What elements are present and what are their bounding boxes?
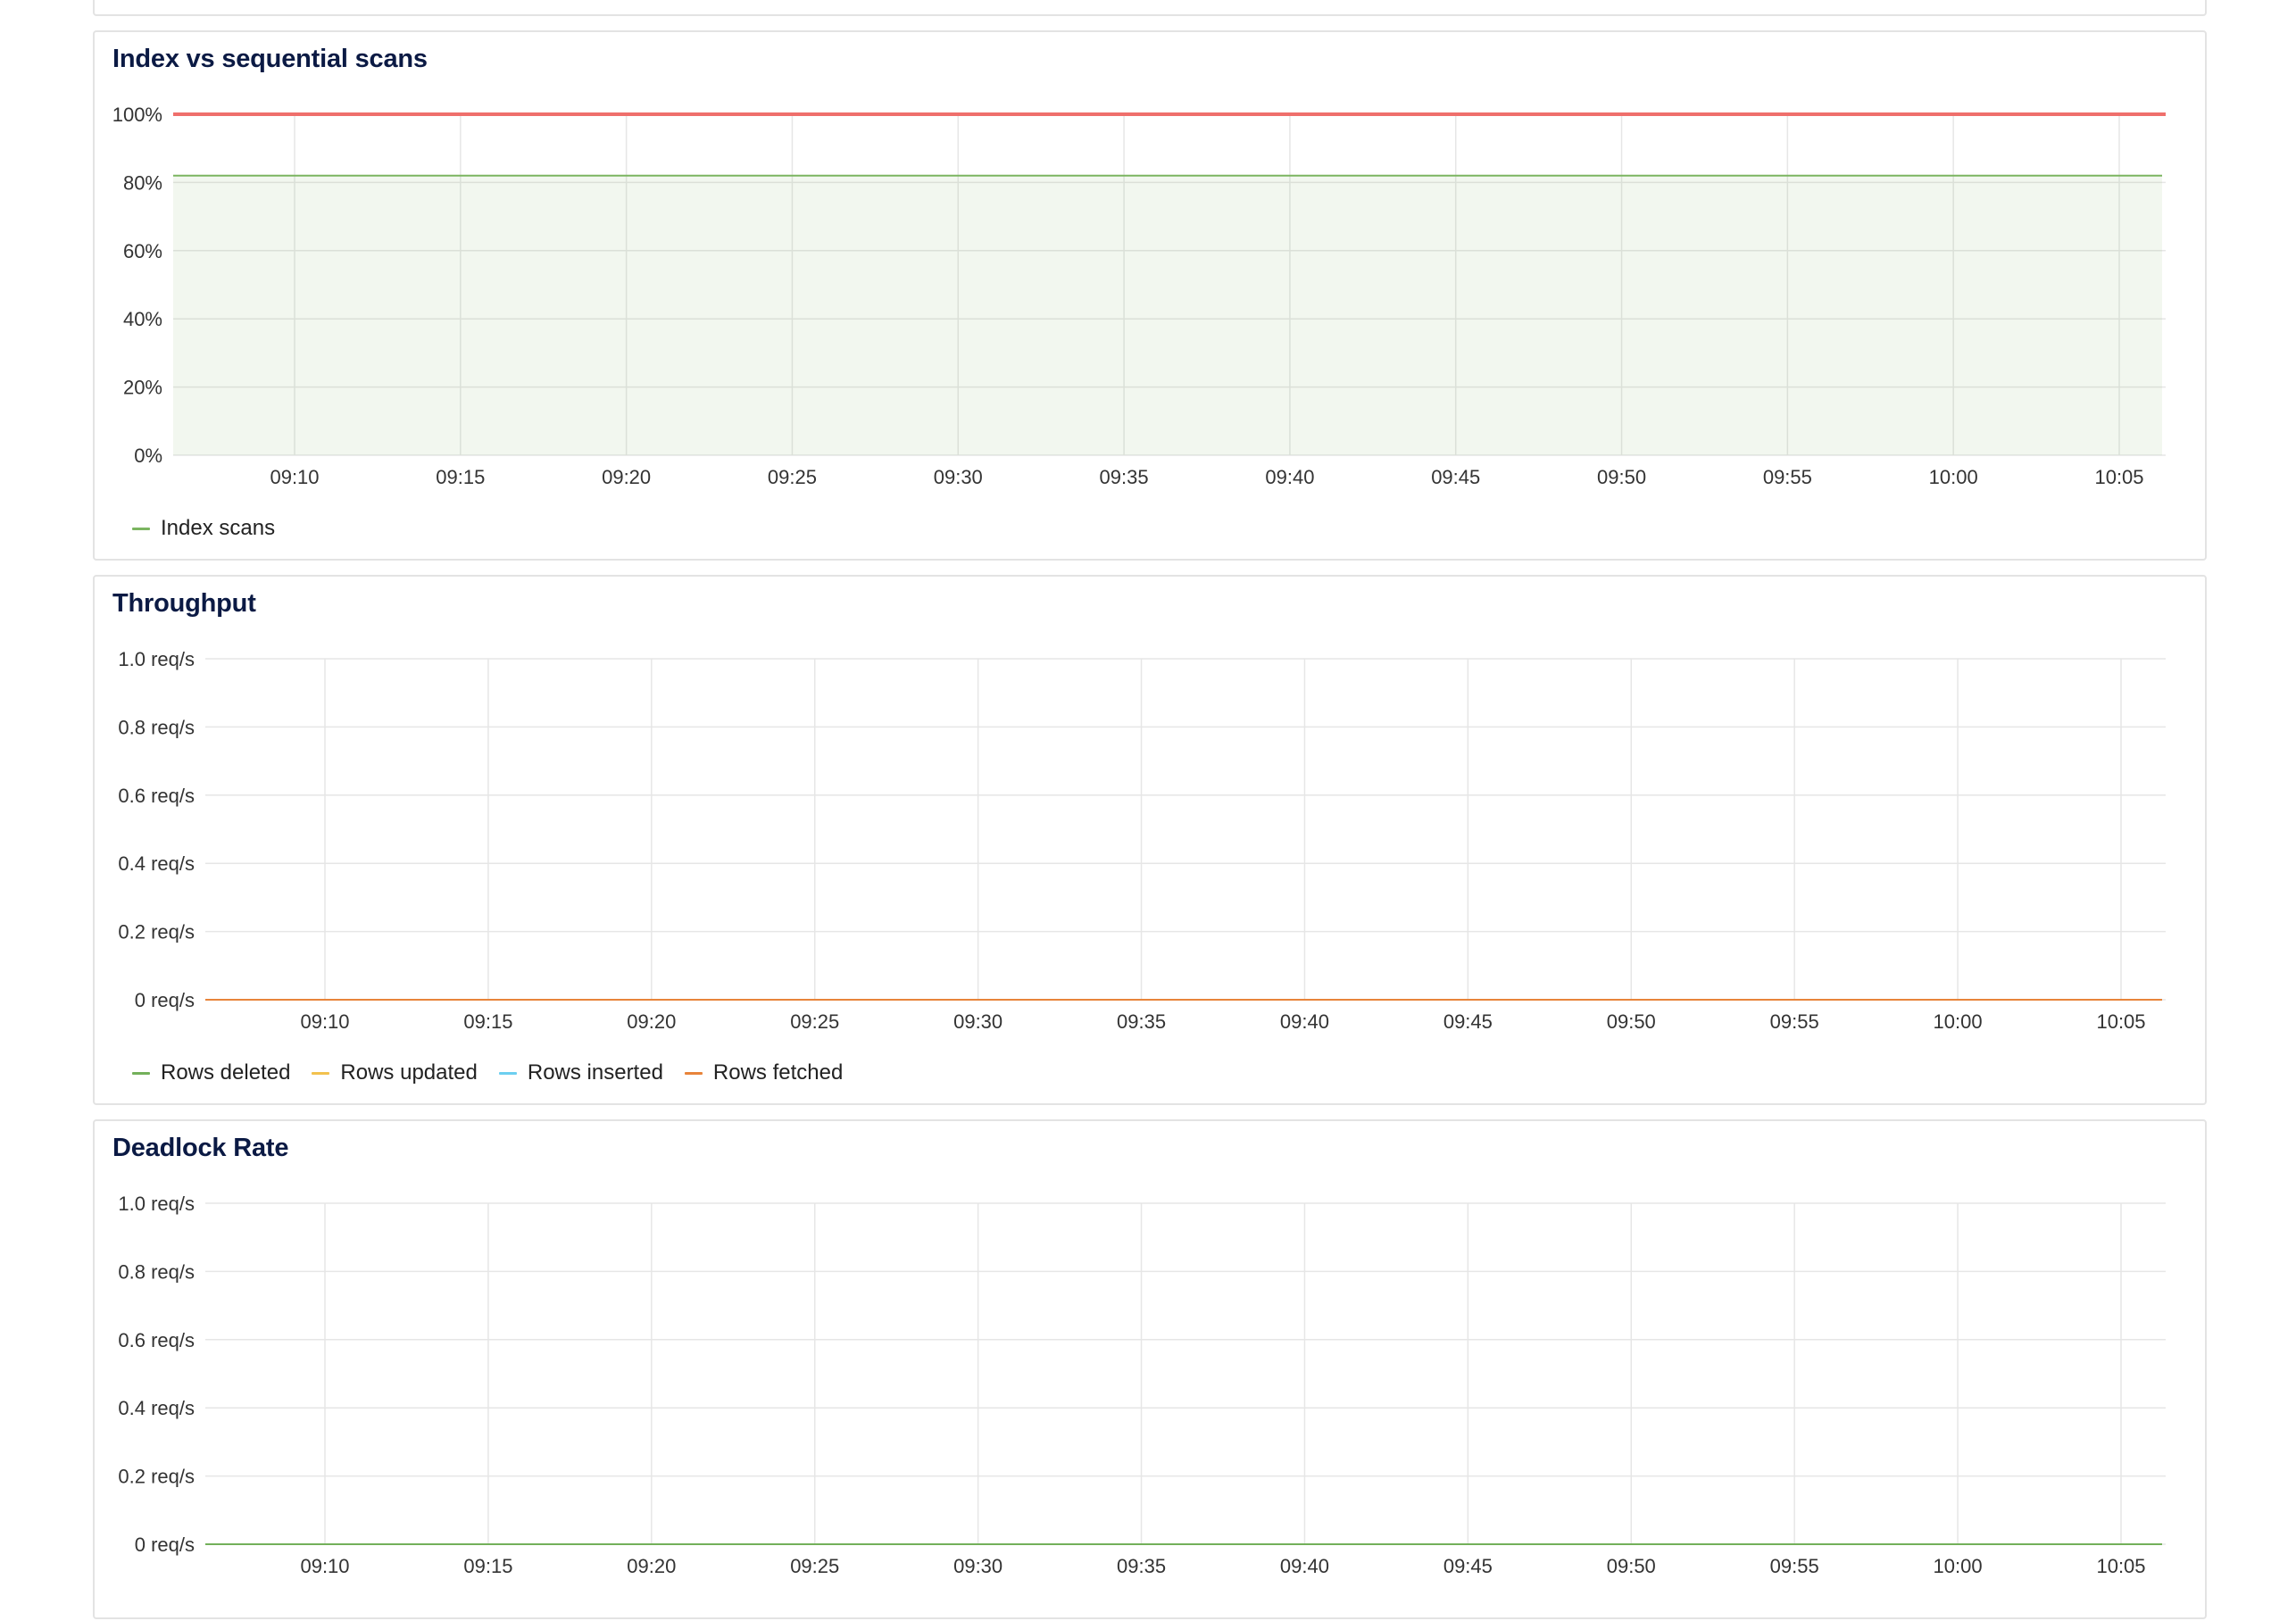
index-scans-chart: 0% 20% 40% 60% 80% 100% 09:10 09:15 09:20 09:25 09… <box>112 104 2166 488</box>
y-tick-label: 1.0 req/s <box>118 1193 195 1215</box>
x-tick-label: 10:05 <box>2096 1010 2145 1033</box>
legend-label: Rows updated <box>340 1060 478 1085</box>
x-tick-label: 09:50 <box>1607 1555 1656 1577</box>
x-tick-label: 09:15 <box>463 1010 512 1033</box>
x-tick-label: 09:25 <box>790 1555 839 1577</box>
x-tick-label: 09:50 <box>1607 1010 1656 1033</box>
deadlock-rate-chart: 0 req/s 0.2 req/s 0.4 req/s 0.6 req/s 0.8 re… <box>118 1193 2166 1577</box>
x-tick-label: 09:45 <box>1443 1555 1493 1577</box>
legend-item-rows-deleted[interactable]: Rows deleted <box>132 1060 290 1085</box>
y-tick-label: 0.4 req/s <box>118 1397 195 1419</box>
series-area <box>173 175 2162 455</box>
legend-label: Index scans <box>161 516 276 540</box>
x-tick-label: 09:35 <box>1117 1010 1166 1033</box>
x-tick-label: 09:40 <box>1280 1555 1329 1577</box>
x-tick-label: 09:30 <box>934 466 983 488</box>
x-tick-label: 09:20 <box>627 1010 676 1033</box>
legend-item-rows-fetched[interactable]: Rows fetched <box>684 1060 844 1085</box>
x-tick-label: 09:40 <box>1280 1010 1329 1033</box>
x-tick-label: 09:25 <box>768 466 817 488</box>
x-tick-label: 09:25 <box>790 1010 839 1033</box>
throughput-chart: 0 req/s 0.2 req/s 0.4 req/s 0.6 req/s 0.8 re… <box>118 648 2166 1033</box>
y-tick-label: 0.8 req/s <box>118 716 195 738</box>
index-vs-sequential-scans-panel: Index vs sequential scans 0% 20% 40% 60% 80%… <box>93 30 2207 561</box>
previous-panel <box>93 0 2207 16</box>
legend-item-index-scans[interactable]: Index scans <box>132 516 275 541</box>
x-tick-label: 09:45 <box>1443 1010 1493 1033</box>
chart-legend: Index scans <box>132 516 296 541</box>
y-tick-label: 0.6 req/s <box>118 785 195 807</box>
throughput-panel: Throughput 0 req/s 0.2 req/s 0.4 req/s 0.6 … <box>93 575 2207 1105</box>
legend-swatch <box>684 1071 703 1075</box>
x-tick-label: 09:50 <box>1597 466 1646 488</box>
legend-swatch <box>498 1071 517 1075</box>
y-tick-label: 60% <box>123 240 162 262</box>
x-tick-label: 09:10 <box>300 1555 349 1577</box>
y-tick-label: 0% <box>134 445 162 467</box>
x-tick-label: 09:40 <box>1265 466 1314 488</box>
y-tick-label: 20% <box>123 377 162 399</box>
y-tick-label: 0.4 req/s <box>118 852 195 875</box>
y-tick-label: 0 req/s <box>135 1534 195 1556</box>
chart-legend: Rows deleted Rows updated Rows inserted … <box>132 1060 864 1085</box>
legend-swatch <box>312 1071 330 1075</box>
y-tick-label: 1.0 req/s <box>118 648 195 670</box>
y-tick-label: 0 req/s <box>135 989 195 1011</box>
legend-swatch <box>132 1071 150 1075</box>
x-tick-label: 09:10 <box>300 1010 349 1033</box>
x-tick-label: 10:05 <box>2096 1555 2145 1577</box>
legend-label: Rows fetched <box>712 1060 844 1085</box>
x-tick-label: 09:30 <box>953 1010 1002 1033</box>
y-tick-label: 0.6 req/s <box>118 1329 195 1351</box>
legend-swatch <box>132 527 150 530</box>
x-tick-label: 10:00 <box>1929 466 1978 488</box>
x-tick-label: 09:15 <box>463 1555 512 1577</box>
y-tick-label: 40% <box>123 308 162 330</box>
x-tick-label: 10:00 <box>1934 1010 1983 1033</box>
panel-title: Deadlock Rate <box>112 1134 289 1162</box>
y-tick-label: 80% <box>123 171 162 194</box>
y-tick-label: 0.8 req/s <box>118 1260 195 1283</box>
x-tick-label: 09:20 <box>627 1555 676 1577</box>
x-tick-label: 10:05 <box>2094 466 2143 488</box>
x-tick-label: 09:10 <box>270 466 319 488</box>
panel-title: Index vs sequential scans <box>112 45 428 73</box>
x-tick-label: 09:30 <box>953 1555 1002 1577</box>
x-tick-label: 09:20 <box>602 466 651 488</box>
legend-label: Rows inserted <box>527 1060 663 1085</box>
y-tick-label: 100% <box>112 104 162 126</box>
legend-label: Rows deleted <box>161 1060 291 1085</box>
legend-item-rows-updated[interactable]: Rows updated <box>312 1060 478 1085</box>
x-tick-label: 09:15 <box>436 466 485 488</box>
y-tick-label: 0.2 req/s <box>118 921 195 944</box>
x-tick-label: 09:55 <box>1770 1555 1819 1577</box>
x-tick-label: 09:55 <box>1763 466 1812 488</box>
legend-item-rows-inserted[interactable]: Rows inserted <box>498 1060 663 1085</box>
x-tick-label: 09:35 <box>1100 466 1149 488</box>
panel-title: Throughput <box>112 589 256 618</box>
y-tick-label: 0.2 req/s <box>118 1466 195 1488</box>
x-tick-label: 09:45 <box>1431 466 1480 488</box>
x-tick-label: 09:55 <box>1770 1010 1819 1033</box>
x-tick-label: 10:00 <box>1934 1555 1983 1577</box>
x-tick-label: 09:35 <box>1117 1555 1166 1577</box>
deadlock-rate-panel: Deadlock Rate 0 req/s 0.2 req/s 0.4 req/s 0… <box>93 1119 2207 1619</box>
